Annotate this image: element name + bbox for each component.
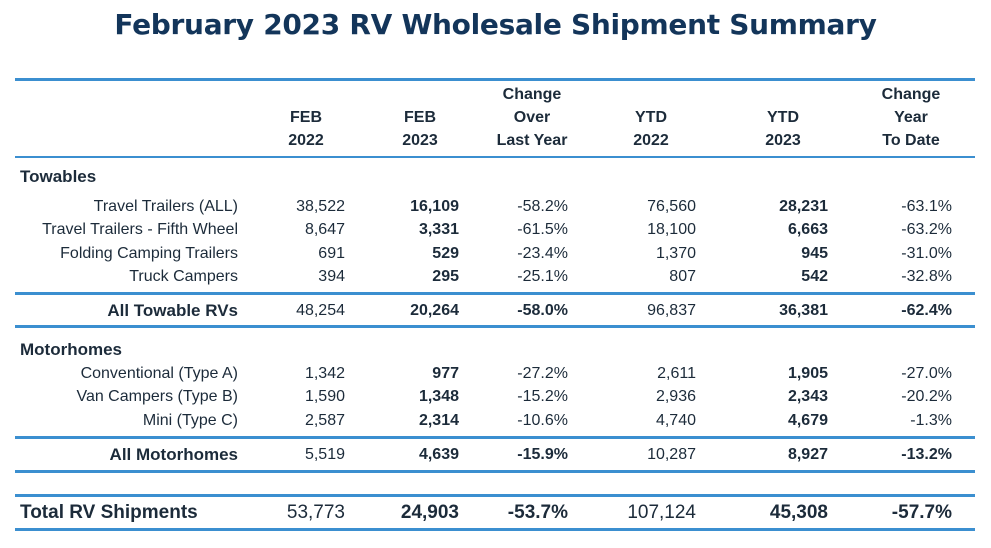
row-value: 295 [432,267,459,285]
total-label: All Towable RVs [107,301,238,320]
row-value: -32.8% [901,267,952,285]
column-header-line: Year [894,109,928,126]
total-value: -15.9% [517,446,568,463]
row-label: Folding Camping Trailers [60,244,238,262]
total-value: 48,254 [296,302,345,319]
total-value: 53,773 [286,502,345,523]
row-value: 529 [432,244,459,262]
row-value: -61.5% [517,221,568,239]
row-value: 3,331 [418,221,459,239]
row-value: 2,587 [304,411,345,429]
column-header-line: Change [502,86,562,103]
column-header-line: 2023 [765,132,801,149]
row-value: 1,370 [655,244,696,262]
row-value: 76,560 [647,198,696,215]
row-value: -27.0% [901,365,952,382]
row-value: 2,936 [655,388,696,406]
column-header-line: 2022 [288,132,324,149]
column-header-line: 2023 [402,132,438,149]
column-header-line: Last Year [496,132,568,149]
column-header-line: FEB [404,109,436,126]
row-value: -63.2% [901,221,952,239]
row-label: Travel Trailers - Fifth Wheel [42,221,238,239]
row-value: -31.0% [901,244,952,262]
total-label: Total RV Shipments [20,502,198,523]
total-value: -62.4% [901,302,952,319]
row-value: 1,348 [418,388,459,406]
column-header-line: Change [881,86,941,103]
total-value: -53.7% [507,502,568,523]
row-value: -27.2% [517,365,568,382]
row-value: 977 [432,365,459,382]
row-value: -25.1% [517,267,568,285]
row-label: Van Campers (Type B) [76,388,238,406]
row-value: 945 [801,244,828,262]
motorhomes-total-bottom-rule [15,470,975,473]
total-value: 4,639 [418,446,459,463]
row-value: 28,231 [779,198,828,215]
row-value: 1,905 [787,365,828,382]
total-value: 10,287 [647,446,696,463]
total-value: -13.2% [901,446,952,463]
row-value: 8,647 [304,221,345,239]
row-value: 542 [801,267,828,285]
total-value: 5,519 [304,446,345,463]
grand-total-top-rule [15,494,975,497]
total-value: 45,308 [769,502,828,523]
total-value: 107,124 [627,502,696,523]
row-label: Mini (Type C) [142,411,238,429]
row-value: 1,590 [304,388,345,406]
towables-heading: Towables [20,167,97,186]
row-value: 1,342 [304,365,345,382]
column-header-line: YTD [635,109,667,126]
grand-total-bottom-rule [15,528,975,531]
row-value: 2,343 [787,388,828,406]
page-title: February 2023 RV Wholesale Shipment Summ… [114,8,877,41]
motorhomes-heading: Motorhomes [20,340,122,359]
row-value: 16,109 [410,198,459,215]
total-value: 8,927 [787,446,828,463]
row-value: -10.6% [517,411,568,429]
towables-total-top-rule [15,292,975,295]
header-top-rule [15,78,975,81]
column-header-line: FEB [290,109,322,126]
row-value: -20.2% [901,388,952,406]
row-value: -15.2% [517,388,568,406]
motorhomes-total-top-rule [15,436,975,439]
total-value: -58.0% [517,302,568,319]
total-value: 24,903 [400,502,459,523]
row-value: -1.3% [910,411,952,429]
row-value: 4,740 [655,411,696,429]
total-value: 36,381 [779,302,828,319]
total-value: -57.7% [891,502,952,523]
column-header-line: 2022 [633,132,669,149]
row-label: Truck Campers [129,267,238,285]
total-value: 20,264 [410,302,459,319]
row-value: 2,611 [657,365,696,382]
row-value: 6,663 [787,221,828,239]
total-label: All Motorhomes [109,445,238,464]
header-bottom-rule [15,156,975,158]
row-value: -58.2% [517,198,568,215]
row-label: Conventional (Type A) [80,365,238,382]
column-header-line: Over [513,109,551,126]
total-value: 96,837 [647,302,696,319]
column-header-line: YTD [767,109,799,126]
row-label: Travel Trailers (ALL) [93,198,238,215]
row-value: 807 [669,267,696,285]
row-value: 4,679 [787,411,828,429]
row-value: -63.1% [901,198,952,215]
row-value: 2,314 [418,411,459,429]
row-value: 394 [318,267,345,285]
row-value: -23.4% [517,244,568,262]
towables-total-bottom-rule [15,325,975,328]
row-value: 18,100 [647,221,696,239]
row-value: 38,522 [296,198,345,215]
column-header-line: To Date [882,132,940,149]
row-value: 691 [318,244,345,262]
